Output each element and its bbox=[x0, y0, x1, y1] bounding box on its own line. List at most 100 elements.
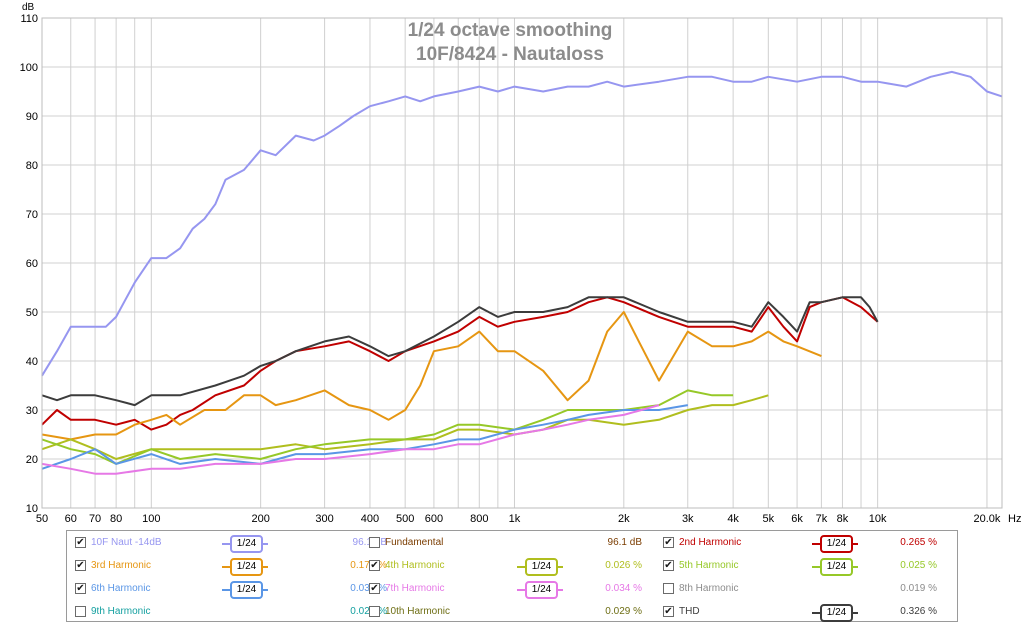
legend-label: 4th Harmonic bbox=[385, 560, 445, 571]
series-line-3rd-harmonic bbox=[41, 311, 822, 441]
x-tick-label: 100 bbox=[142, 513, 160, 525]
legend-checkbox[interactable]: ✔ bbox=[75, 537, 86, 548]
legend-label: 3rd Harmonic bbox=[91, 560, 152, 571]
x-tick-label: 60 bbox=[65, 513, 77, 525]
y-tick-label: 10 bbox=[26, 503, 38, 515]
x-tick-label: 7k bbox=[816, 513, 828, 525]
legend-checkbox[interactable]: ✔ bbox=[369, 560, 380, 571]
x-tick-label: 1k bbox=[509, 513, 521, 525]
legend-item-10th-harmonic: 10th Harmonic bbox=[369, 602, 519, 625]
legend-checkbox[interactable]: ✔ bbox=[663, 606, 674, 617]
legend-value: 0.019 % bbox=[900, 583, 937, 594]
legend-value: 0.265 % bbox=[900, 537, 937, 548]
smoothing-label: 1/24 bbox=[525, 581, 558, 599]
x-tick-label: 5k bbox=[763, 513, 775, 525]
y-tick-label: 20 bbox=[26, 454, 38, 466]
legend-checkbox[interactable]: ✔ bbox=[75, 583, 86, 594]
y-tick-label: 70 bbox=[26, 209, 38, 221]
series-line-4th-harmonic bbox=[41, 394, 769, 460]
series-line-7th-harmonic bbox=[41, 404, 660, 475]
series-line-2nd-harmonic bbox=[41, 296, 879, 431]
legend-checkbox[interactable]: ✔ bbox=[663, 537, 674, 548]
legend-label: 9th Harmonic bbox=[91, 606, 151, 617]
x-tick-label: 600 bbox=[425, 513, 443, 525]
legend-panel: ✔ 10F Naut -14dB 1/24 96.1 dB Fundamental 96.… bbox=[66, 530, 958, 622]
y-tick-label: 100 bbox=[20, 62, 38, 74]
legend-value: 0.026 % bbox=[605, 560, 642, 571]
x-tick-label: 3k bbox=[682, 513, 694, 525]
x-tick-label: 4k bbox=[727, 513, 739, 525]
smoothing-label: 1/24 bbox=[820, 535, 853, 553]
x-axis-unit: Hz bbox=[1008, 513, 1021, 525]
legend-label: 10F Naut -14dB bbox=[91, 537, 162, 548]
smoothing-button[interactable]: 1/24 bbox=[812, 558, 858, 576]
x-tick-label: 400 bbox=[361, 513, 379, 525]
smoothing-label: 1/24 bbox=[820, 604, 853, 622]
legend-checkbox[interactable] bbox=[369, 537, 380, 548]
x-tick-label: 800 bbox=[470, 513, 488, 525]
chart-title: 1/24 octave smoothing bbox=[408, 20, 613, 41]
legend-checkbox[interactable]: ✔ bbox=[369, 583, 380, 594]
legend-label: 10th Harmonic bbox=[385, 606, 451, 617]
legend-item-6th-harmonic: ✔ 6th Harmonic bbox=[75, 579, 225, 602]
smoothing-button[interactable]: 1/24 bbox=[517, 558, 563, 576]
smoothing-button[interactable]: 1/24 bbox=[812, 535, 858, 553]
legend-checkbox[interactable]: ✔ bbox=[75, 560, 86, 571]
smoothing-label: 1/24 bbox=[230, 535, 263, 553]
legend-label: THD bbox=[679, 606, 700, 617]
smoothing-button[interactable]: 1/24 bbox=[222, 558, 268, 576]
x-tick-label: 300 bbox=[315, 513, 333, 525]
legend-value: 0.029 % bbox=[605, 606, 642, 617]
x-tick-label: 70 bbox=[89, 513, 101, 525]
legend-item-8th-harmonic: 8th Harmonic bbox=[663, 579, 813, 602]
y-tick-label: 110 bbox=[20, 13, 38, 25]
y-tick-label: 90 bbox=[26, 111, 38, 123]
legend-label: 8th Harmonic bbox=[679, 583, 739, 594]
x-tick-labels: 50 60 70 80 100 200 300 400 500 600 800 1k 2k 3k 4k 5k 6… bbox=[36, 513, 1001, 525]
legend-item-thd: ✔ THD bbox=[663, 602, 813, 625]
x-tick-label: 10k bbox=[869, 513, 887, 525]
legend-checkbox[interactable] bbox=[663, 583, 674, 594]
legend-value: 96.1 dB bbox=[607, 537, 642, 548]
legend-item-9th-harmonic: 9th Harmonic bbox=[75, 602, 225, 625]
smoothing-button[interactable]: 1/24 bbox=[812, 604, 858, 622]
legend-row: ✔ 3rd Harmonic 1/24 0.171 % ✔ 4th Harmonic 1/2… bbox=[67, 556, 957, 579]
legend-row: ✔ 6th Harmonic 1/24 0.034 % ✔ 7th Harmonic 1/2… bbox=[67, 579, 957, 602]
legend-item-3rd-harmonic: ✔ 3rd Harmonic bbox=[75, 556, 225, 579]
x-tick-label: 200 bbox=[251, 513, 269, 525]
legend-item-7th-harmonic: ✔ 7th Harmonic bbox=[369, 579, 519, 602]
legend-label: 7th Harmonic bbox=[385, 583, 445, 594]
legend-label: 5th Harmonic bbox=[679, 560, 739, 571]
smoothing-button[interactable]: 1/24 bbox=[222, 581, 268, 599]
x-tick-label: 80 bbox=[110, 513, 122, 525]
legend-value: 0.034 % bbox=[605, 583, 642, 594]
y-tick-labels: 10 20 30 40 50 60 70 80 90 100 110 bbox=[20, 13, 38, 515]
legend-checkbox[interactable] bbox=[369, 606, 380, 617]
smoothing-label: 1/24 bbox=[230, 558, 263, 576]
plot-frame bbox=[41, 17, 1003, 509]
x-tick-label: 2k bbox=[618, 513, 630, 525]
legend-item-5th-harmonic: ✔ 5th Harmonic bbox=[663, 556, 813, 579]
legend-item-2nd-harmonic: ✔ 2nd Harmonic bbox=[663, 533, 813, 556]
legend-checkbox[interactable]: ✔ bbox=[663, 560, 674, 571]
y-axis-unit: dB bbox=[22, 2, 35, 13]
x-tick-label: 6k bbox=[791, 513, 803, 525]
smoothing-button[interactable]: 1/24 bbox=[222, 535, 268, 553]
legend-row: 9th Harmonic 0.026 % 10th Harmonic 0.029 % ✔… bbox=[67, 602, 957, 625]
x-tick-label: 20.0k bbox=[974, 513, 1001, 525]
legend-label: 6th Harmonic bbox=[91, 583, 151, 594]
smoothing-label: 1/24 bbox=[820, 558, 853, 576]
x-tick-label: 50 bbox=[36, 513, 48, 525]
series-line-6th-harmonic bbox=[41, 404, 688, 470]
frequency-response-chart: 10 20 30 40 50 60 70 80 90 100 110 50 60 70 80 100 200 3… bbox=[20, 2, 1022, 525]
series-lines bbox=[41, 70, 1003, 475]
legend-value: 0.034 % bbox=[350, 583, 387, 594]
y-tick-label: 40 bbox=[26, 356, 38, 368]
y-tick-label: 30 bbox=[26, 405, 38, 417]
smoothing-button[interactable]: 1/24 bbox=[517, 581, 563, 599]
y-tick-label: 50 bbox=[26, 307, 38, 319]
series-line-thd bbox=[41, 296, 879, 407]
legend-item-10f-naut-14db: ✔ 10F Naut -14dB bbox=[75, 533, 225, 556]
legend-checkbox[interactable] bbox=[75, 606, 86, 617]
legend-value: 0.326 % bbox=[900, 606, 937, 617]
